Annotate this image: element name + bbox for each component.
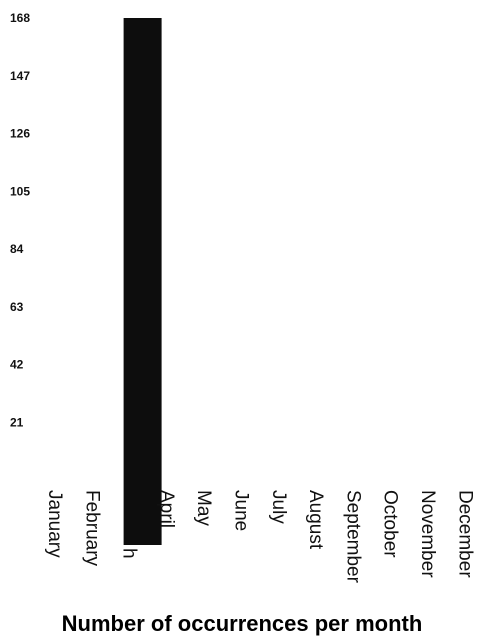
y-tick-label: 147: [10, 69, 30, 83]
x-tick-label: April: [156, 490, 177, 528]
y-tick-label: 105: [10, 184, 30, 198]
x-tick-label: June: [231, 490, 252, 531]
x-axis-ticks: January February h April May June July August Se…: [44, 490, 475, 584]
x-tick-label: October: [380, 490, 401, 558]
y-axis-ticks: 21 42 63 84 105 126 147 168: [10, 11, 30, 429]
y-tick-label: 42: [10, 358, 24, 372]
y-tick-label: 21: [10, 415, 24, 429]
chart-caption: Number of occurrences per month: [62, 611, 423, 636]
x-tick-label: December: [454, 490, 475, 578]
x-tick-label: August: [305, 490, 326, 550]
bar-march: [123, 18, 162, 545]
x-tick-label: September: [342, 490, 363, 584]
x-tick-label: January: [44, 490, 65, 558]
y-tick-label: 168: [10, 11, 30, 25]
y-tick-label: 126: [10, 127, 30, 141]
x-tick-label: h: [119, 548, 140, 559]
x-tick-label: November: [417, 490, 438, 578]
x-tick-label: May: [193, 490, 214, 526]
x-tick-label: July: [268, 490, 289, 524]
x-tick-label: February: [81, 490, 102, 567]
y-tick-label: 84: [10, 242, 24, 256]
y-tick-label: 63: [10, 300, 24, 314]
bars-group: [123, 18, 162, 545]
